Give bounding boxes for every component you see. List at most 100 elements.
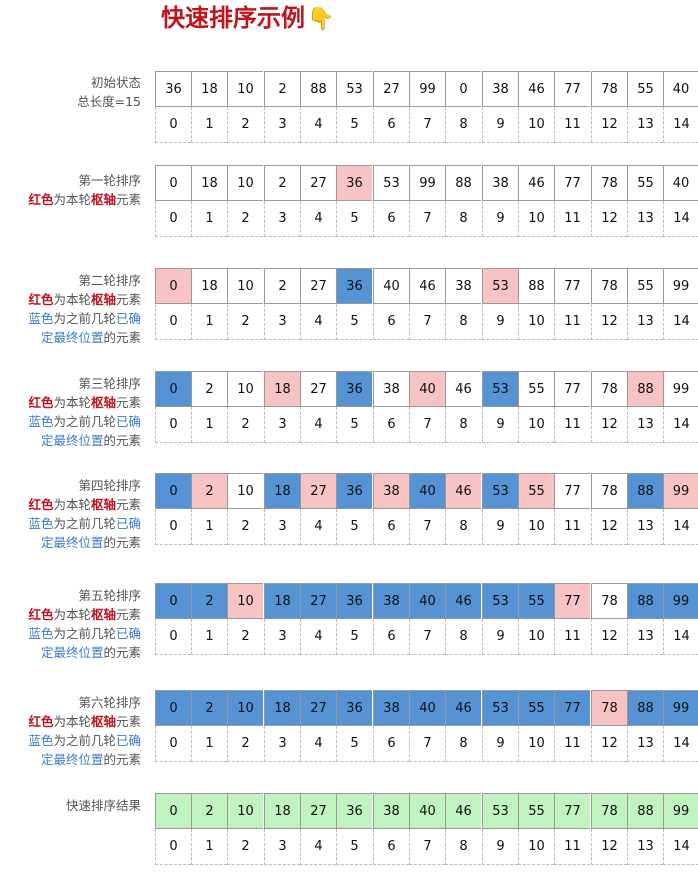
index-cell: 3 [264,407,300,443]
pivot-word: 枢轴 [90,607,116,622]
index-cell: 1 [191,407,227,443]
value-cell: 99 [663,473,698,509]
value-cell: 18 [264,690,300,726]
value-cell: 99 [663,371,698,407]
legend-text: 为之前几轮 [53,516,116,531]
value-cell: 36 [336,690,372,726]
pointing-down-hand-icon: 👇 [307,7,335,32]
sort-step-section: 快速排序结果 0 2 10 18 27 36 38 40 46 53 55 77 78 88 99 0 1 2 3 4 5… [0,793,698,873]
value-cell: 99 [409,71,445,107]
index-cell: 9 [482,829,518,865]
value-cell: 46 [445,690,481,726]
value-cell: 88 [627,793,663,829]
index-cell: 12 [591,726,627,762]
value-cell: 40 [409,583,445,619]
index-cell: 6 [373,726,409,762]
legend-text: 为本轮 [53,497,91,512]
value-cell: 88 [518,268,554,304]
pivot-legend: 红色为本轮枢轴元素 [28,393,141,412]
sort-step-section: 初始状态 总长度=15 36 18 10 2 88 53 27 99 0 38 46 77 78 55 40 0 1… [0,71,698,151]
value-cell: 78 [591,371,627,407]
index-cell: 10 [518,304,554,340]
legend-text: 为本轮 [53,714,91,729]
value-cell: 0 [155,165,191,201]
red-word: 红色 [28,192,54,207]
value-cell: 38 [373,473,409,509]
index-cell: 9 [482,509,518,545]
total-length-note: 总长度=15 [77,94,141,109]
index-cell: 3 [264,619,300,655]
pivot-word: 枢轴 [90,192,116,207]
value-cell: 78 [591,793,627,829]
value-cell: 38 [445,268,481,304]
index-cell: 4 [300,619,336,655]
value-cell: 10 [227,371,263,407]
index-cell: 12 [591,201,627,237]
sort-step-section: 第五轮排序 红色为本轮枢轴元素 蓝色为之前几轮已确 定最终位置的元素 0 2 10 18 27 3… [0,583,698,663]
index-cell: 0 [155,619,191,655]
sort-step-section: 第三轮排序 红色为本轮枢轴元素 蓝色为之前几轮已确 定最终位置的元素 0 2 10 18 27 3… [0,371,698,451]
value-cell: 53 [482,793,518,829]
pivot-legend: 红色为本轮枢轴元素 [28,495,141,514]
index-cell: 12 [591,619,627,655]
value-cell: 46 [518,71,554,107]
index-cell: 1 [191,726,227,762]
value-cell: 53 [482,473,518,509]
value-cell: 18 [264,371,300,407]
index-cell: 1 [191,829,227,865]
value-cell: 10 [227,793,263,829]
legend-highlight: 定最终位置 [40,330,104,345]
value-cell: 55 [627,71,663,107]
value-cell: 77 [554,71,590,107]
index-cell: 10 [518,619,554,655]
value-cell: 38 [482,71,518,107]
index-cell: 11 [554,509,590,545]
index-cell: 9 [482,407,518,443]
value-cell: 2 [191,371,227,407]
value-cell: 36 [336,371,372,407]
index-cell: 12 [591,304,627,340]
fixed-legend-line2: 定最终位置的元素 [41,750,141,769]
value-cell: 38 [373,690,409,726]
legend-text: 为本轮 [53,192,91,207]
index-cell: 7 [409,726,445,762]
index-cell: 3 [264,201,300,237]
legend-text: 元素 [115,607,141,622]
index-cell: 8 [445,201,481,237]
value-cell: 88 [300,71,336,107]
value-cell: 78 [591,268,627,304]
value-cell: 40 [663,71,698,107]
value-cell: 77 [554,165,590,201]
legend-text: 的元素 [103,330,141,345]
index-cell: 8 [445,107,481,143]
step-label: 第四轮排序 [78,476,141,495]
legend-text: 的元素 [103,433,141,448]
index-cell: 7 [409,829,445,865]
index-cell: 9 [482,726,518,762]
legend-text: 的元素 [103,535,141,550]
value-cell: 10 [227,71,263,107]
index-cell: 0 [155,407,191,443]
value-cell: 2 [191,690,227,726]
fixed-legend-line2: 定最终位置的元素 [41,533,141,552]
legend-highlight: 定最终位置 [40,535,104,550]
step-title: 初始状态 [90,75,141,90]
index-cell: 13 [627,201,663,237]
value-cell: 36 [155,71,191,107]
index-cell: 11 [554,619,590,655]
step-label: 第五轮排序 [78,586,141,605]
value-cell: 99 [409,165,445,201]
value-cell: 0 [155,371,191,407]
value-cell: 10 [227,690,263,726]
value-cell: 18 [191,268,227,304]
value-cell: 0 [155,690,191,726]
value-cell: 77 [554,473,590,509]
pivot-word: 枢轴 [90,292,116,307]
value-cell: 40 [409,793,445,829]
legend-highlight: 已确 [115,414,141,429]
index-cell: 6 [373,107,409,143]
index-cell: 9 [482,619,518,655]
legend-text: 为本轮 [53,395,91,410]
value-cell: 2 [191,473,227,509]
page-title-text: 快速排序示例 [161,4,305,32]
